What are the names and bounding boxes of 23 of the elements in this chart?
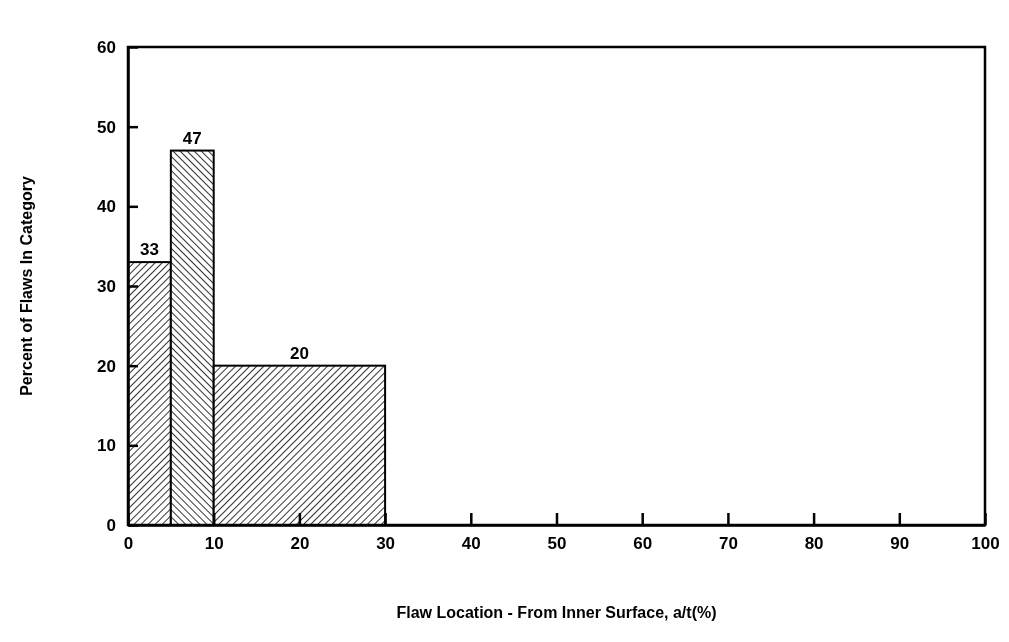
y-tick-label: 10 <box>97 436 116 456</box>
x-tick-label: 100 <box>971 534 1000 554</box>
y-tick-label: 30 <box>97 276 116 296</box>
y-tick-label: 50 <box>97 117 116 137</box>
data-label: 47 <box>182 128 202 148</box>
x-tick-label: 40 <box>461 534 481 554</box>
data-label: 33 <box>139 240 159 260</box>
x-tick-label: 30 <box>376 534 396 554</box>
y-tick-label: 40 <box>97 197 116 217</box>
y-tick-label: 0 <box>106 515 116 535</box>
data-label: 20 <box>289 343 309 363</box>
x-tick-label: 60 <box>633 534 653 554</box>
x-tick-label: 10 <box>204 534 224 554</box>
x-tick-label: 80 <box>804 534 824 554</box>
y-tick-label: 20 <box>97 356 116 376</box>
x-tick-label: 20 <box>290 534 310 554</box>
x-tick-label: 50 <box>547 534 567 554</box>
y-axis-title: Percent of Flaws In Category <box>18 176 35 396</box>
y-tick-label: 60 <box>97 37 116 57</box>
x-tick-label: 90 <box>890 534 910 554</box>
x-tick-label: 0 <box>123 534 134 554</box>
x-tick-label: 70 <box>718 534 738 554</box>
x-axis-title: Flaw Location - From Inner Surface, a/t(%) <box>396 604 717 621</box>
